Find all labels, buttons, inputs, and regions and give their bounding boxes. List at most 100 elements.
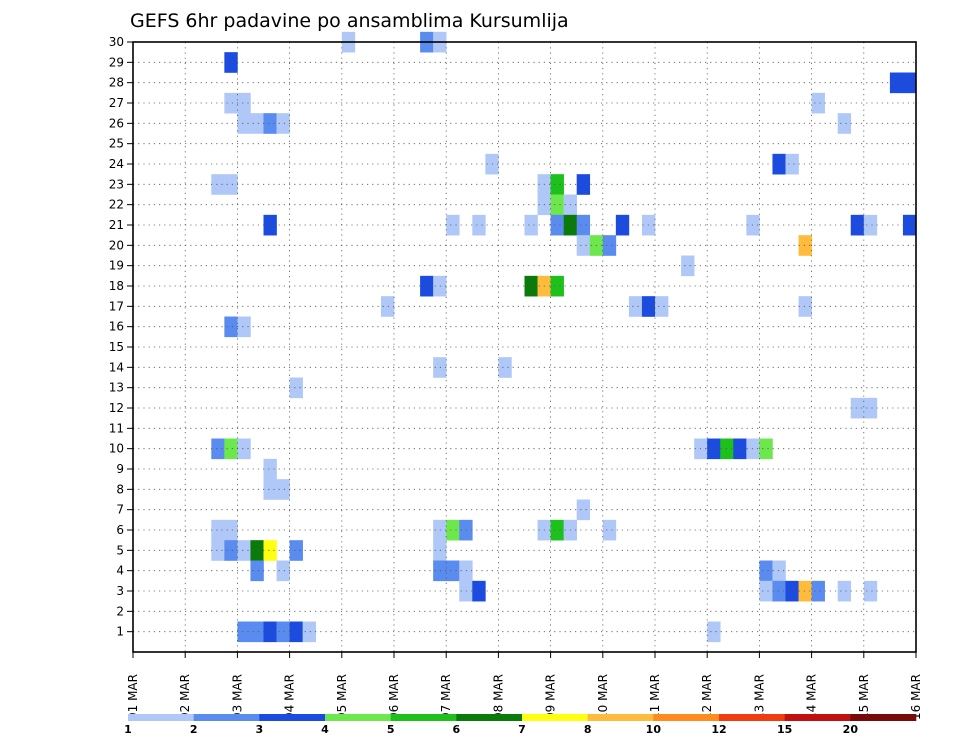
colorbar-label: 8 <box>584 723 592 736</box>
colorbar-segment <box>193 714 260 721</box>
colorbar-label: 6 <box>453 723 461 736</box>
y-tick-label: 7 <box>116 503 124 517</box>
data-cell <box>380 296 395 317</box>
data-cell <box>550 275 564 297</box>
y-tick-label: 20 <box>109 238 124 252</box>
x-axis: 01 MAR 02 MAR 03 MAR 04 MAR 05 MAR 06 MAR 07 M… <box>126 652 923 720</box>
data-cell <box>472 214 486 236</box>
y-tick-label: 27 <box>109 96 124 110</box>
data-cell <box>681 255 695 277</box>
colorbar-label: 12 <box>711 723 726 736</box>
data-cell <box>850 214 865 236</box>
y-tick-label: 18 <box>109 279 124 293</box>
grid-lines <box>133 41 916 652</box>
colorbar-segment <box>128 714 194 721</box>
colorbar-segment <box>522 714 588 721</box>
data-cell <box>224 92 238 114</box>
colorbar-segment <box>653 714 720 721</box>
y-tick-label: 12 <box>109 401 124 415</box>
colorbar-segment <box>325 714 391 721</box>
data-cell <box>524 214 538 236</box>
data-cell <box>211 540 225 561</box>
data-cell <box>446 560 460 582</box>
colorbar-label: 10 <box>646 723 662 736</box>
data-cell <box>850 397 865 419</box>
data-cell <box>798 580 812 602</box>
data-cell <box>472 580 486 602</box>
data-cell <box>276 621 290 643</box>
y-tick-label: 22 <box>109 198 124 212</box>
data-cell <box>250 540 264 561</box>
data-cell <box>628 296 643 317</box>
colorbar-segment <box>456 714 523 721</box>
y-tick-label: 4 <box>116 564 124 578</box>
y-tick-label: 17 <box>109 299 124 313</box>
data-cell <box>837 113 852 134</box>
colorbar-label: 1 <box>124 723 132 736</box>
x-tick-label: 06 MAR <box>387 674 401 720</box>
data-cell <box>263 214 277 236</box>
y-tick-label: 28 <box>109 76 124 90</box>
data-cell <box>772 560 786 582</box>
data-cell <box>224 438 238 460</box>
data-cell <box>785 153 799 175</box>
data-cell <box>211 174 225 195</box>
y-tick-label: 15 <box>109 340 124 354</box>
x-tick-label: 08 MAR <box>491 674 505 720</box>
y-tick-label: 29 <box>109 55 124 69</box>
y-tick-label: 3 <box>116 584 124 598</box>
x-tick-label: 07 MAR <box>439 674 453 720</box>
y-tick-label: 26 <box>109 116 124 130</box>
colorbar-segment <box>850 714 917 721</box>
y-tick-label: 21 <box>109 218 124 232</box>
y-tick-label: 19 <box>109 259 124 273</box>
colorbar-label: 7 <box>518 723 526 736</box>
colorbar-label: 4 <box>321 723 329 736</box>
y-tick-label: 11 <box>109 421 124 435</box>
y-axis: 1234567891011121314151617181920212223242… <box>109 35 133 639</box>
chart-title: GEFS 6hr padavine po ansamblima Kursumli… <box>130 10 569 32</box>
data-cell <box>237 92 251 114</box>
data-cell <box>576 214 591 236</box>
y-tick-label: 16 <box>109 320 124 334</box>
data-cell <box>263 540 277 561</box>
data-cell <box>237 113 251 134</box>
colorbar-label: 15 <box>777 723 792 736</box>
data-cell <box>263 479 277 500</box>
data-cell <box>576 499 591 521</box>
data-cell <box>289 621 303 643</box>
y-tick-label: 6 <box>116 523 124 537</box>
data-cell <box>576 235 591 256</box>
colorbar-label: 3 <box>256 723 264 736</box>
x-tick-label: 03 MAR <box>230 674 244 720</box>
data-cell <box>772 580 786 602</box>
data-cell <box>250 621 264 643</box>
data-cell <box>811 580 825 602</box>
colorbar-label: 2 <box>190 723 198 736</box>
x-tick-label: 12 MAR <box>700 674 714 720</box>
data-cell <box>250 113 264 134</box>
data-cell <box>655 296 669 317</box>
y-tick-label: 9 <box>116 462 124 476</box>
data-cell <box>707 621 721 643</box>
data-cell <box>237 438 251 460</box>
data-cell <box>263 458 277 480</box>
data-cell <box>785 580 799 602</box>
data-cell <box>237 316 251 338</box>
data-cell <box>263 113 277 134</box>
data-cell <box>863 580 878 602</box>
colorbar-segment <box>259 714 326 721</box>
y-tick-label: 2 <box>116 604 124 618</box>
y-tick-label: 25 <box>109 137 124 151</box>
colorbar-segment <box>719 714 785 721</box>
data-cell <box>550 174 564 195</box>
y-tick-label: 10 <box>109 442 124 456</box>
data-cell <box>237 621 251 643</box>
colorbar-segment <box>390 714 457 721</box>
data-cell <box>837 580 852 602</box>
data-cell <box>550 214 564 236</box>
data-cell <box>289 540 303 561</box>
data-cell <box>798 296 812 317</box>
data-cell <box>498 357 512 378</box>
data-cell <box>224 540 238 561</box>
